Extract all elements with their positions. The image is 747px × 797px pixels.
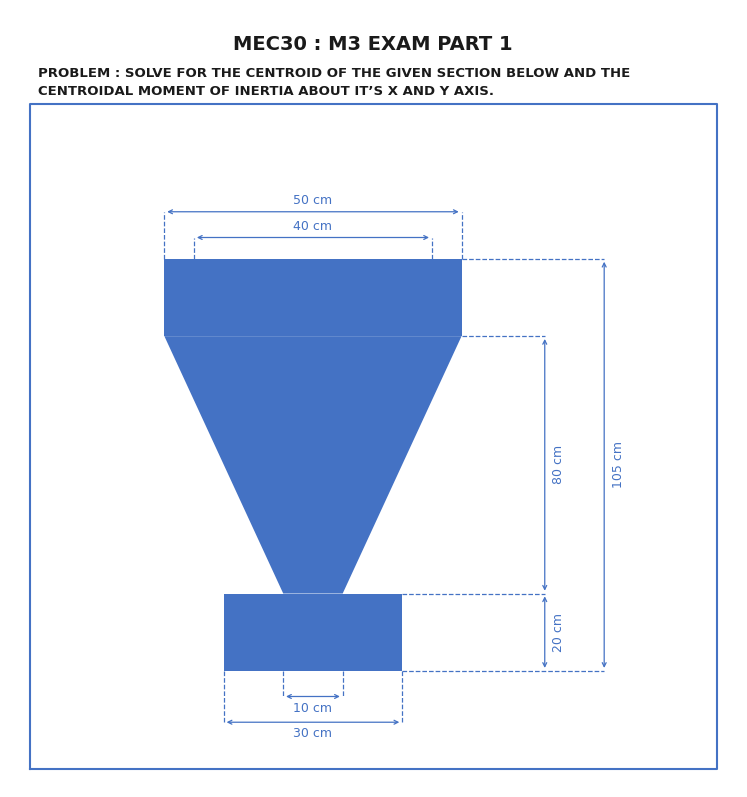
- Polygon shape: [164, 336, 462, 594]
- Text: PROBLEM : SOLVE FOR THE CENTROID OF THE GIVEN SECTION BELOW AND THE: PROBLEM : SOLVE FOR THE CENTROID OF THE …: [38, 67, 630, 80]
- Text: CENTROIDAL MOMENT OF INERTIA ABOUT IT’S X AND Y AXIS.: CENTROIDAL MOMENT OF INERTIA ABOUT IT’S …: [38, 85, 494, 98]
- Text: 105 cm: 105 cm: [612, 442, 625, 489]
- Text: 20 cm: 20 cm: [553, 613, 565, 652]
- Text: 80 cm: 80 cm: [553, 446, 565, 485]
- Text: 50 cm: 50 cm: [294, 194, 332, 206]
- Polygon shape: [164, 259, 462, 336]
- Text: 30 cm: 30 cm: [294, 728, 332, 740]
- Text: MEC30 : M3 EXAM PART 1: MEC30 : M3 EXAM PART 1: [233, 35, 512, 54]
- Text: 40 cm: 40 cm: [294, 220, 332, 234]
- Polygon shape: [224, 594, 402, 671]
- Text: 10 cm: 10 cm: [294, 701, 332, 715]
